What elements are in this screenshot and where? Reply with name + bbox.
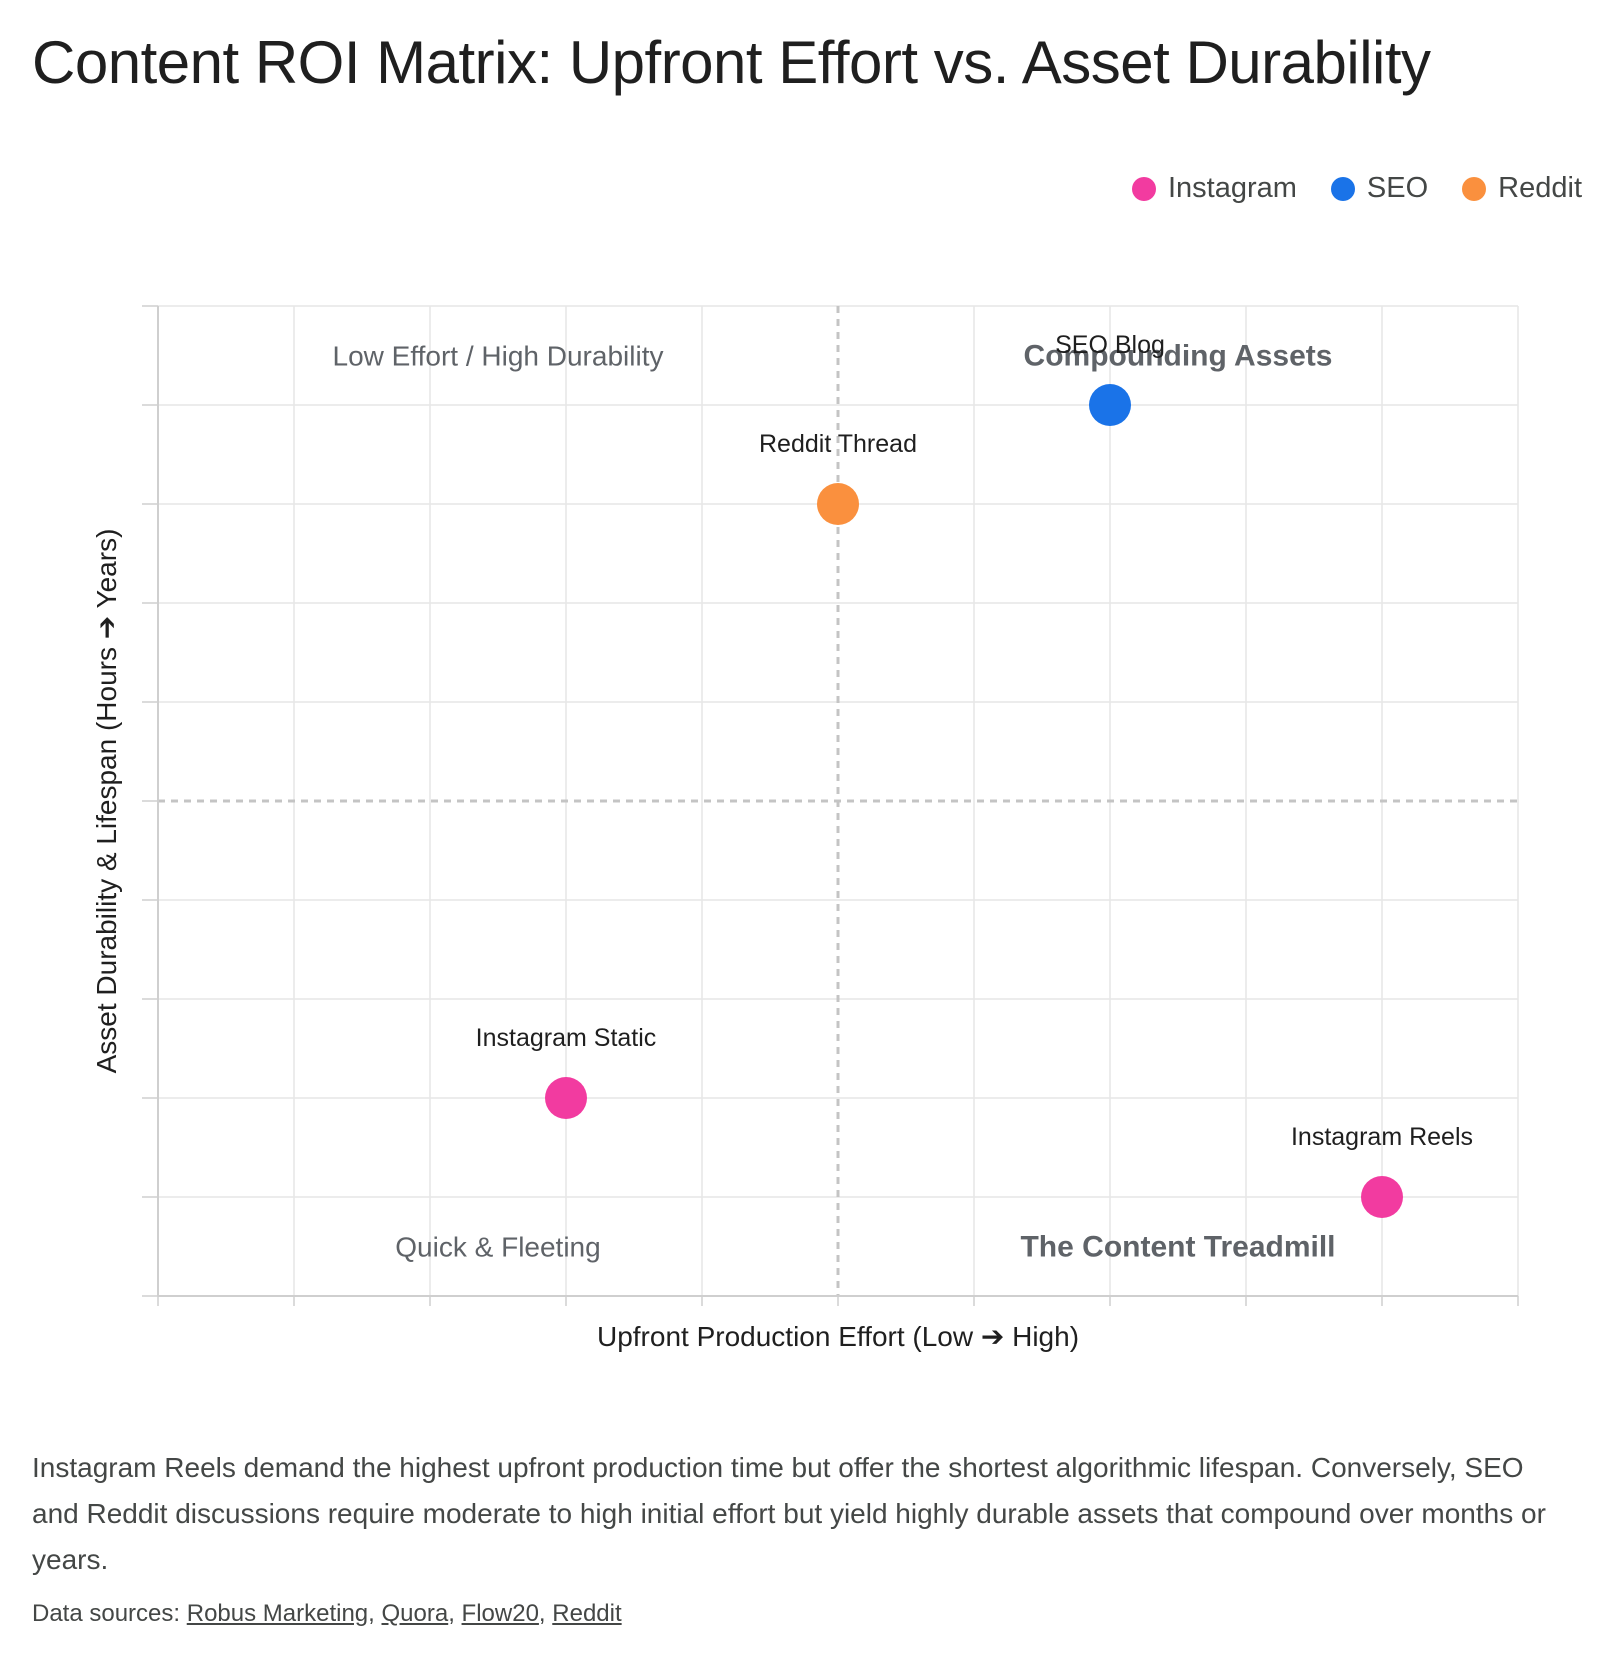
chart-title: Content ROI Matrix: Upfront Effort vs. A… (32, 29, 1431, 96)
source-link-flow20[interactable]: Flow20 (461, 1600, 539, 1627)
quadrant-label: Compounding Assets (1024, 340, 1333, 373)
data-point-instagram (1361, 1176, 1403, 1218)
quadrant-dividers (158, 306, 1518, 1296)
legend-dot-instagram (1131, 176, 1156, 201)
chart-summary: Instagram Reels demand the highest upfro… (32, 1452, 1546, 1575)
quadrant-labels: Low Effort / High Durability Compounding … (333, 340, 1336, 1264)
source-link-reddit[interactable]: Reddit (552, 1600, 622, 1627)
sources-separator: , (368, 1600, 382, 1627)
legend-item-instagram[interactable]: Instagram (1131, 172, 1297, 205)
quadrant-label: Quick & Fleeting (395, 1232, 600, 1263)
quadrant-label: The Content Treadmill (1020, 1231, 1335, 1264)
legend-item-seo[interactable]: SEO (1330, 172, 1429, 205)
y-axis-label: Asset Durability & Lifespan (Hours ➔ Yea… (91, 529, 122, 1074)
data-point-reddit (817, 483, 859, 525)
data-sources: Data sources: Robus Marketing, Quora, Fl… (32, 1600, 622, 1628)
legend-label-seo: SEO (1366, 172, 1429, 204)
data-label: Instagram Reels (1291, 1123, 1473, 1151)
sources-separator: , (448, 1600, 462, 1627)
source-link-robus-marketing[interactable]: Robus Marketing (186, 1600, 369, 1627)
data-label: Reddit Thread (759, 430, 917, 458)
data-points: Instagram Static Instagram Reels SEO Blog R… (476, 331, 1473, 1218)
data-label: SEO Blog (1055, 331, 1165, 359)
legend: Instagram SEO Reddit (1131, 172, 1582, 205)
legend-label-instagram: Instagram (1167, 172, 1297, 204)
legend-dot-seo (1330, 176, 1355, 201)
legend-dot-reddit (1462, 176, 1487, 201)
data-point-instagram (545, 1077, 587, 1119)
legend-item-reddit[interactable]: Reddit (1462, 172, 1582, 205)
legend-label-reddit: Reddit (1498, 172, 1582, 204)
x-axis-label: Upfront Production Effort (Low ➔ High) (597, 1321, 1079, 1352)
quadrant-label: Low Effort / High Durability (333, 341, 664, 372)
scatter-chart: Low Effort / High Durability Compounding … (91, 305, 1519, 1352)
data-label: Instagram Static (476, 1024, 657, 1052)
axes (142, 305, 1519, 1306)
data-point-seo (1089, 384, 1131, 426)
sources-prefix: Data sources: (32, 1600, 187, 1627)
sources-separator: , (538, 1600, 553, 1627)
source-link-quora[interactable]: Quora (381, 1600, 449, 1627)
